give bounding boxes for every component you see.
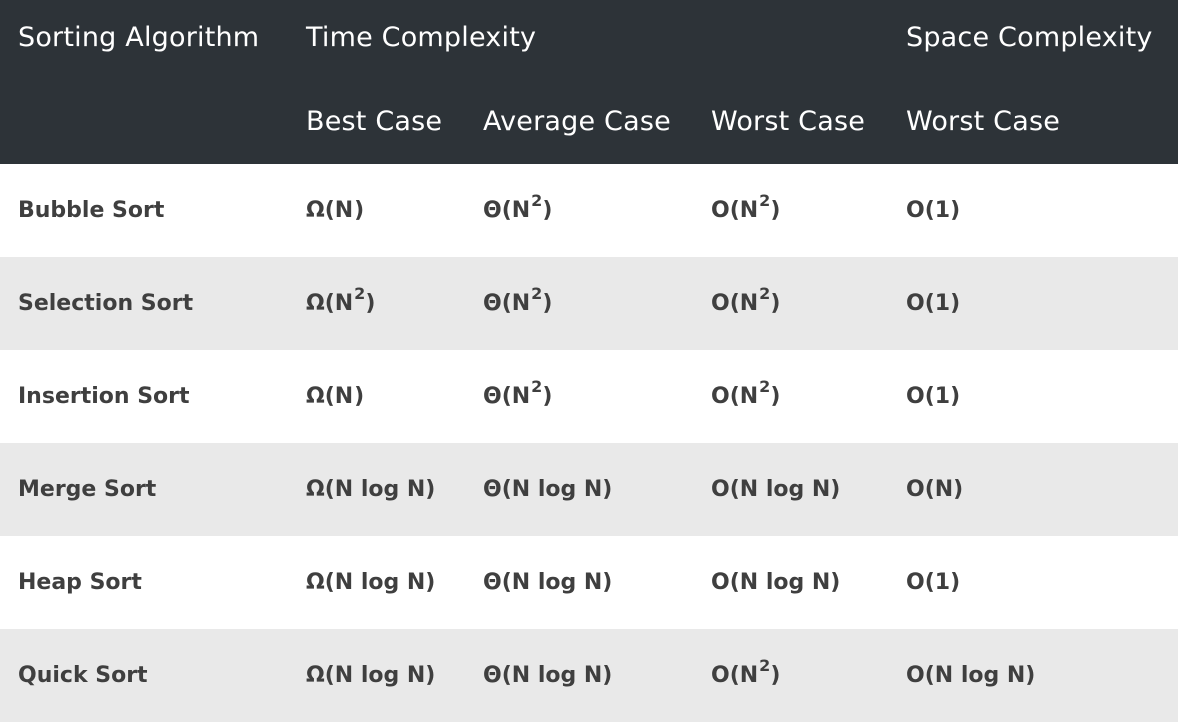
average-case-value: Θ(N log N) — [483, 570, 613, 595]
best-case-value: Ω(N log N) — [306, 570, 436, 595]
average-case-value: Θ(N 2) — [483, 377, 553, 409]
worst-case-value: O(N log N) — [711, 477, 841, 502]
algorithm-name: Heap Sort — [18, 570, 142, 595]
best-case-value: Ω(N 2) — [306, 284, 376, 316]
algorithm-name: Insertion Sort — [18, 384, 190, 409]
header-worst-case: Worst Case — [711, 106, 866, 137]
space-worst-case-value: O(1) — [906, 198, 961, 223]
table-header: Sorting Algorithm Time Complexity Space … — [0, 0, 1178, 164]
worst-case-value: O(N 2) — [711, 656, 781, 688]
worst-case-value: O(N 2) — [711, 377, 781, 409]
algorithm-name: Selection Sort — [18, 291, 194, 316]
table-row-merge-sort: Merge Sort Ω(N log N) Θ(N log N) O(N log… — [0, 443, 1178, 536]
best-case-value: Ω(N) — [306, 198, 365, 223]
table-row-quick-sort: Quick Sort Ω(N log N) Θ(N log N) O(N 2) O… — [0, 629, 1178, 722]
table-row-bubble-sort: Bubble Sort Ω(N) Θ(N 2) O(N 2) O(1) — [0, 164, 1178, 257]
table-row-heap-sort: Heap Sort Ω(N log N) Θ(N log N) O(N log … — [0, 536, 1178, 629]
average-case-value: Θ(N 2) — [483, 284, 553, 316]
header-space-complexity: Space Complexity — [906, 22, 1153, 53]
header-time-complexity: Time Complexity — [306, 22, 537, 53]
algorithm-name: Merge Sort — [18, 477, 157, 502]
space-worst-case-value: O(N log N) — [906, 663, 1036, 688]
header-algorithm: Sorting Algorithm — [18, 22, 260, 53]
best-case-value: Ω(N log N) — [306, 663, 436, 688]
header-best-case: Best Case — [306, 106, 443, 137]
average-case-value: Θ(N log N) — [483, 477, 613, 502]
table-row-insertion-sort: Insertion Sort Ω(N) Θ(N 2) O(N 2) O(1) — [0, 350, 1178, 443]
average-case-value: Θ(N 2) — [483, 191, 553, 223]
table-row-selection-sort: Selection Sort Ω(N 2) Θ(N 2) O(N 2) O(1) — [0, 257, 1178, 350]
best-case-value: Ω(N) — [306, 384, 365, 409]
space-worst-case-value: O(1) — [906, 291, 961, 316]
space-worst-case-value: O(1) — [906, 384, 961, 409]
header-average-case: Average Case — [483, 106, 671, 137]
space-worst-case-value: O(1) — [906, 570, 961, 595]
algorithm-name: Quick Sort — [18, 663, 148, 688]
header-space-worst-case: Worst Case — [906, 106, 1061, 137]
average-case-value: Θ(N log N) — [483, 663, 613, 688]
algorithm-name: Bubble Sort — [18, 198, 165, 223]
best-case-value: Ω(N log N) — [306, 477, 436, 502]
worst-case-value: O(N 2) — [711, 284, 781, 316]
space-worst-case-value: O(N) — [906, 477, 964, 502]
worst-case-value: O(N log N) — [711, 570, 841, 595]
worst-case-value: O(N 2) — [711, 191, 781, 223]
